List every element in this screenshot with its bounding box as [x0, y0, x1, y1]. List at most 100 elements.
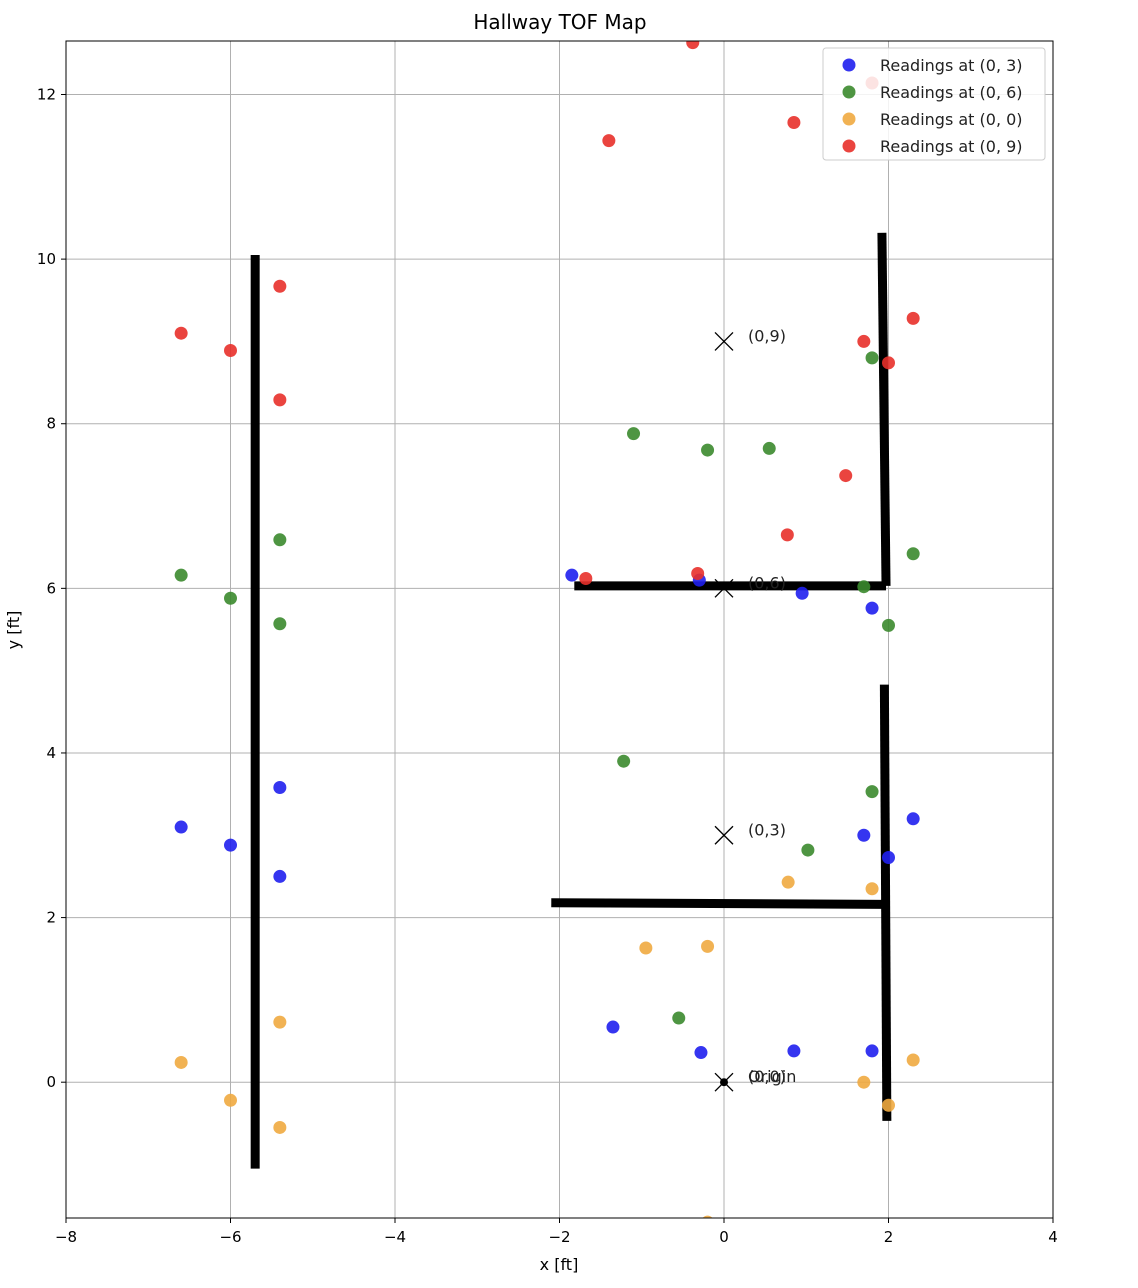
x-marker: [714, 578, 734, 598]
data-point: [672, 1011, 686, 1025]
data-point: [273, 279, 287, 293]
legend-swatch: [842, 58, 856, 72]
data-point: [882, 618, 895, 632]
data-point: [606, 1020, 620, 1034]
data-point: [865, 351, 879, 365]
legend-box: [822, 47, 1046, 161]
data-point: [795, 586, 809, 600]
wall-line: [551, 898, 885, 909]
data-point: [787, 115, 801, 129]
data-point: [224, 1093, 237, 1107]
marker-label: (0,9): [748, 326, 786, 345]
data-point: [906, 311, 920, 325]
y-tick-label: 2: [46, 909, 56, 927]
y-tick-label: 6: [46, 579, 56, 597]
x-tick-label: 2: [884, 1228, 894, 1246]
data-point: [787, 1044, 801, 1058]
data-point: [882, 850, 895, 864]
position-markers: (0,9) (0,6) (0,3) (0,0)Origin: [714, 326, 796, 1092]
data-point: [617, 754, 631, 768]
legend-swatch: [842, 112, 856, 126]
origin-dot: [720, 1078, 728, 1087]
data-point: [780, 528, 794, 542]
data-point: [702, 1215, 713, 1218]
data-point: [906, 812, 920, 826]
x-tick-label: 0: [719, 1228, 729, 1246]
data-point: [781, 875, 795, 889]
data-point: [224, 343, 237, 357]
wall-lines: [250, 232, 892, 1169]
marker-label: (0,3): [748, 820, 786, 839]
data-point: [602, 134, 616, 148]
data-point: [906, 1053, 920, 1067]
data-point: [762, 441, 776, 455]
data-point: [686, 41, 700, 50]
data-point: [857, 334, 871, 348]
y-tick-label: 8: [46, 415, 56, 433]
legend-swatch: [842, 139, 856, 153]
data-point: [906, 547, 920, 561]
data-point: [701, 443, 715, 457]
data-point: [174, 1055, 188, 1069]
data-point: [579, 571, 593, 585]
data-points: [174, 41, 920, 1218]
data-point: [174, 568, 188, 582]
x-marker: [714, 331, 734, 351]
legend-label: Readings at (0, 9): [880, 137, 1023, 156]
y-tick-label: 12: [37, 86, 56, 104]
data-point: [701, 939, 715, 953]
data-point: [273, 869, 287, 883]
x-tick-label: −2: [548, 1228, 570, 1246]
data-point: [273, 781, 287, 795]
chart-title: Hallway TOF Map: [473, 10, 646, 34]
y-axis-label: y [ft]: [4, 611, 23, 650]
data-point: [273, 533, 287, 547]
data-point: [639, 941, 653, 955]
data-point: [857, 1075, 871, 1089]
data-point: [224, 838, 237, 852]
data-point: [273, 393, 287, 407]
data-point: [694, 1046, 708, 1060]
data-point: [273, 1120, 287, 1134]
data-point: [865, 601, 879, 615]
data-point: [865, 882, 879, 896]
data-point: [865, 785, 879, 799]
data-point: [691, 567, 705, 581]
data-point: [273, 617, 287, 631]
y-tick-label: 0: [46, 1073, 56, 1091]
x-marker: [714, 825, 734, 845]
data-point: [857, 580, 871, 594]
x-tick-label: 4: [1048, 1228, 1058, 1246]
data-point: [839, 469, 853, 483]
data-point: [857, 828, 871, 842]
legend: Readings at (0, 3) Readings at (0, 6) Read…: [822, 47, 1046, 161]
data-point: [627, 427, 641, 441]
marker-label: (0,6): [748, 573, 786, 592]
data-point: [174, 326, 188, 340]
legend-label: Readings at (0, 0): [880, 110, 1023, 129]
y-tick-label: 4: [46, 744, 56, 762]
axis-ticks: −8 −6 −4 −2 0 2 4 0 2 4 6 8 10 12: [37, 86, 1058, 1247]
marker-label: (0,0): [748, 1067, 786, 1086]
wall-line: [877, 232, 891, 586]
data-point: [273, 1015, 287, 1029]
legend-swatch: [842, 85, 856, 99]
data-point: [882, 356, 895, 370]
data-point: [801, 843, 815, 857]
x-tick-label: −4: [384, 1228, 406, 1246]
x-tick-label: −6: [219, 1228, 241, 1246]
legend-label: Readings at (0, 3): [880, 56, 1023, 75]
x-tick-label: −8: [55, 1228, 77, 1246]
data-point: [224, 591, 237, 605]
data-point: [565, 568, 579, 582]
data-point: [882, 1098, 895, 1112]
data-point: [865, 1044, 879, 1058]
legend-label: Readings at (0, 6): [880, 83, 1023, 102]
wall-line: [879, 684, 892, 1121]
x-axis-label: x [ft]: [540, 1255, 579, 1274]
origin-label: Origin: [748, 1067, 796, 1086]
data-point: [174, 820, 188, 834]
grid-lines: [65, 41, 1054, 1218]
y-tick-label: 10: [37, 250, 56, 268]
